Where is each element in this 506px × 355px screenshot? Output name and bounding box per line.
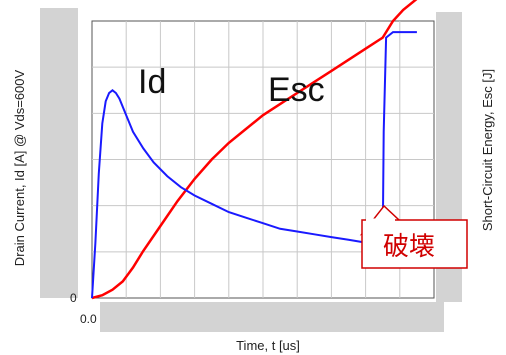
y-axis-title-right: Short-Circuit Energy, Esc [J]	[480, 69, 495, 231]
series-label-id: Id	[138, 63, 166, 101]
tick-label-y-origin: 0	[70, 291, 77, 305]
left-axis-redaction	[40, 8, 78, 298]
callout-box	[361, 219, 468, 269]
series-line-esc	[91, 0, 418, 300]
callout-text: 破壊	[383, 231, 435, 261]
y-axis-title-left: Drain Current, Id [A] @ Vds=600V	[12, 69, 27, 266]
x-axis-title: Time, t [us]	[236, 338, 300, 353]
grid	[92, 21, 434, 298]
x-axis-redaction	[100, 302, 444, 332]
series-label-esc: Esc	[268, 71, 325, 109]
tick-label-x-start: 0.0	[80, 312, 97, 326]
